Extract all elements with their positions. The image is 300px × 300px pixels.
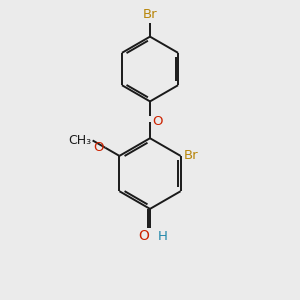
Text: H: H xyxy=(158,230,168,242)
Text: Br: Br xyxy=(143,8,157,21)
Text: O: O xyxy=(138,230,149,244)
Text: O: O xyxy=(152,115,163,128)
Text: O: O xyxy=(93,141,104,154)
Text: CH₃: CH₃ xyxy=(68,134,91,147)
Text: Br: Br xyxy=(184,149,199,162)
